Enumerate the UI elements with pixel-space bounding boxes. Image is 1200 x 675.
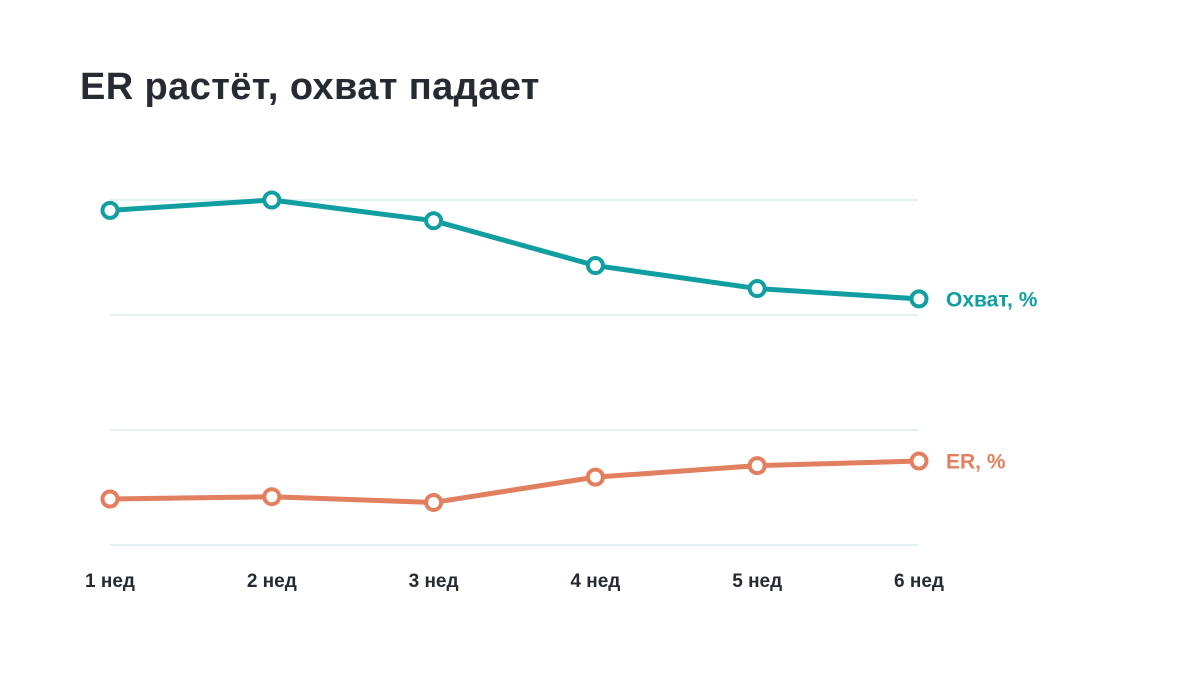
- series-label-1: Охват, %: [946, 288, 1038, 311]
- x-tick-label: 2 нед: [247, 571, 297, 592]
- series-line-2: [107, 458, 922, 505]
- chart-title: ER растёт, охват падает: [80, 66, 540, 108]
- data-point-series-2: [585, 467, 605, 487]
- data-point-series-1: [100, 200, 120, 220]
- x-axis-labels: 1 нед 2 нед 3 нед 4 нед 5 нед 6 нед: [85, 571, 944, 592]
- series-points: [100, 190, 929, 512]
- data-point-series-2: [424, 492, 444, 512]
- series-lines: [107, 197, 922, 505]
- series-labels: Охват, % ER, %: [946, 288, 1038, 473]
- data-point-series-1: [747, 279, 767, 299]
- data-point-series-1: [424, 211, 444, 231]
- data-point-series-1: [585, 256, 605, 276]
- x-tick-label: 1 нед: [85, 571, 135, 592]
- x-tick-label: 4 нед: [570, 571, 620, 592]
- data-point-series-2: [100, 489, 120, 509]
- data-point-series-1: [262, 190, 282, 210]
- series-label-2: ER, %: [946, 451, 1006, 474]
- gridlines: [110, 199, 918, 546]
- data-point-series-1: [909, 289, 929, 309]
- x-tick-label: 3 нед: [409, 571, 459, 592]
- data-point-series-2: [262, 487, 282, 507]
- data-point-series-2: [909, 451, 929, 471]
- data-point-series-2: [747, 456, 767, 476]
- series-line-1: [107, 197, 922, 302]
- x-tick-label: 6 нед: [894, 571, 944, 592]
- x-tick-label: 5 нед: [732, 571, 782, 592]
